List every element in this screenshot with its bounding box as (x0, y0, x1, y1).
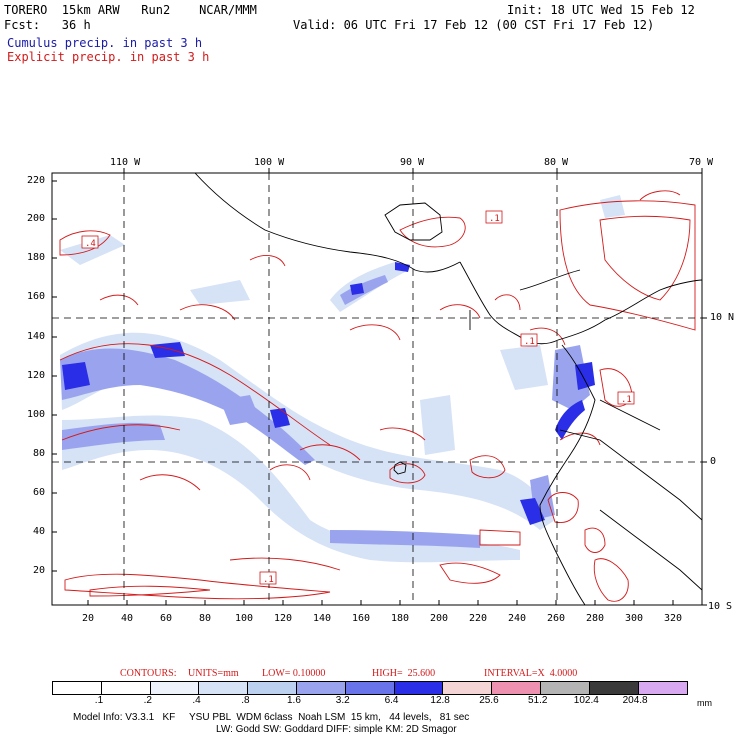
legend-unit: mm (697, 698, 712, 708)
legend-label: 6.4 (384, 695, 399, 706)
contour-info-contours: CONTOURS: (120, 668, 177, 679)
lon-label: 110 W (110, 157, 141, 168)
contour-info-low: LOW= 0.10000 (262, 668, 326, 679)
x-tick-label: 120 (274, 613, 293, 624)
legend-label: 3.2 (335, 695, 350, 706)
legend-swatch (53, 682, 102, 694)
x-tick-label: 20 (82, 613, 95, 624)
y-tick-label: 140 (27, 331, 46, 342)
contour-label: .1 (524, 337, 535, 347)
lon-label: 100 W (254, 157, 285, 168)
x-tick-label: 180 (391, 613, 410, 624)
contour-label: .1 (489, 214, 500, 224)
y-tick-label: 40 (33, 526, 46, 537)
legend-swatch (345, 682, 395, 694)
y-tick-label: 60 (33, 487, 46, 498)
forecast-hour: Fcst: 36 h (4, 18, 91, 32)
left-ticks (52, 180, 57, 572)
top-ticks (123, 168, 707, 606)
lon-label: 90 W (400, 157, 425, 168)
legend-label: .8 (241, 695, 250, 706)
legend-label: 25.6 (479, 695, 499, 706)
cumulus-precip-heavy (62, 262, 595, 525)
y-tick-label: 160 (27, 291, 46, 302)
contour-info-high: HIGH= 25.600 (372, 668, 436, 679)
x-tick-label: 260 (547, 613, 566, 624)
lon-label: 80 W (544, 157, 569, 168)
cumulus-precip-label: Cumulus precip. in past 3 h (7, 36, 203, 50)
bottom-ticks (87, 600, 674, 605)
lat-label: 10 S (708, 601, 733, 612)
contour-label: .1 (263, 575, 274, 585)
contour-label: .4 (85, 239, 96, 249)
legend-swatch (540, 682, 590, 694)
x-tick-label: 40 (121, 613, 134, 624)
lon-label: 70 W (689, 157, 714, 168)
contour-info-units: UNITS=mm (188, 668, 239, 679)
contour-info-interval: INTERVAL=X 4.0000 (484, 668, 578, 679)
explicit-precip-label: Explicit precip. in past 3 h (7, 50, 210, 64)
legend-swatch (248, 682, 297, 694)
legend-label: 12.8 (430, 695, 450, 706)
y-tick-label: 80 (33, 448, 46, 459)
x-tick-label: 200 (430, 613, 449, 624)
x-tick-label: 320 (664, 613, 683, 624)
legend-label: 102.4 (573, 695, 599, 706)
x-tick-label: 100 (235, 613, 254, 624)
map-frame (51, 172, 703, 606)
lat-label: 10 N (710, 312, 735, 323)
contour-label: .1 (621, 395, 632, 405)
x-tick-label: 240 (508, 613, 527, 624)
color-legend (52, 681, 689, 695)
legend-swatch (150, 682, 200, 694)
model-physics: LW: Godd SW: Goddard DIFF: simple KM: 2D… (216, 724, 457, 735)
y-tick-label: 120 (27, 370, 46, 381)
legend-swatch (492, 682, 541, 694)
x-tick-label: 220 (469, 613, 488, 624)
x-tick-label: 160 (352, 613, 371, 624)
legend-label: .2 (143, 695, 152, 706)
model-info: Model Info: V3.3.1 KF YSU PBL WDM 6class… (73, 712, 470, 723)
legend-swatch (638, 682, 688, 694)
model-title: TORERO 15km ARW Run2 NCAR/MMM (4, 3, 257, 17)
legend-swatch (443, 682, 493, 694)
lat-label: 0 (710, 456, 717, 467)
legend-swatch (199, 682, 249, 694)
y-tick-label: 180 (27, 252, 46, 263)
y-tick-label: 20 (33, 565, 46, 576)
legend-swatch (296, 682, 346, 694)
legend-swatch (394, 682, 444, 694)
y-tick-label: 200 (27, 213, 46, 224)
x-tick-label: 300 (625, 613, 644, 624)
legend-label: .4 (192, 695, 201, 706)
graticule (52, 173, 702, 605)
y-tick-label: 100 (27, 409, 46, 420)
y-tick-label: 220 (27, 175, 46, 186)
valid-time: Valid: 06 UTC Fri 17 Feb 12 (00 CST Fri … (293, 18, 655, 32)
explicit-precip-contours (59, 190, 696, 602)
contour-label-boxes (81, 210, 635, 585)
init-time: Init: 18 UTC Wed 15 Feb 12 (507, 3, 695, 17)
x-tick-label: 280 (586, 613, 605, 624)
x-tick-label: 60 (160, 613, 173, 624)
legend-swatch (101, 682, 151, 694)
legend-label: .1 (94, 695, 104, 706)
x-tick-label: 80 (199, 613, 212, 624)
legend-label: 204.8 (622, 695, 648, 706)
x-tick-label: 140 (313, 613, 332, 624)
legend-label: 1.6 (287, 695, 301, 706)
legend-swatch (589, 682, 639, 694)
legend-label: 51.2 (528, 695, 548, 706)
